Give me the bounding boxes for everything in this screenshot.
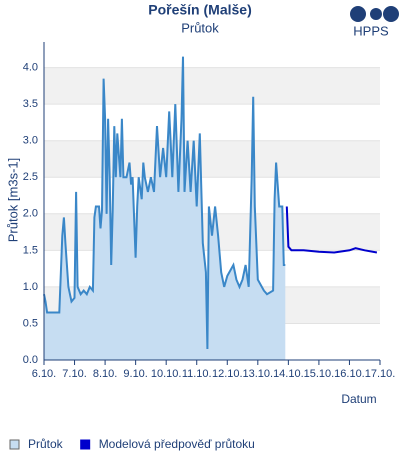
y-tick-label: 3.5 (23, 98, 38, 110)
x-tick-label: 7.10. (62, 368, 86, 380)
y-tick-label: 0.5 (23, 317, 38, 329)
chart-subtitle: Průtok (181, 20, 219, 35)
x-tick-label: 8.10. (93, 368, 117, 380)
x-tick-label: 10.10. (151, 368, 182, 380)
x-axis-label: Datum (341, 392, 376, 406)
grid-band (44, 67, 380, 105)
grid-band (44, 140, 380, 178)
logo-text: HPPS (353, 23, 389, 38)
logo-circle (370, 8, 382, 20)
chart-title: Pořešín (Malše) (148, 2, 251, 18)
logo-circle (350, 6, 366, 22)
y-tick-label: 2.5 (23, 171, 38, 183)
y-tick-label: 4.0 (23, 61, 38, 73)
x-tick-label: 11.10. (182, 368, 212, 380)
x-tick-label: 17.10. (365, 368, 396, 380)
x-tick-label: 14.10. (273, 368, 304, 380)
line (285, 206, 378, 254)
legend-label: Průtok (28, 437, 64, 451)
legend-label: Modelová předpověď průtoku (99, 437, 255, 451)
legend-swatch (9, 439, 20, 450)
y-tick-label: 1.5 (23, 244, 38, 256)
x-tick-label: 13.10. (243, 368, 274, 380)
y-axis-label: Průtok [m3s-1] (5, 158, 20, 243)
x-tick-label: 16.10. (334, 368, 365, 380)
y-tick-label: 0.0 (23, 354, 38, 366)
line (43, 56, 286, 350)
logo-circle (383, 6, 399, 22)
y-tick-label: 3.0 (23, 135, 38, 147)
x-tick-label: 9.10. (123, 368, 147, 380)
y-tick-label: 2.0 (23, 208, 38, 220)
x-tick-label: 6.10. (32, 368, 56, 380)
legend-swatch (80, 439, 91, 450)
x-tick-label: 15.10. (304, 368, 335, 380)
x-tick-label: 12.10. (212, 368, 243, 380)
y-tick-label: 1.0 (23, 281, 38, 293)
